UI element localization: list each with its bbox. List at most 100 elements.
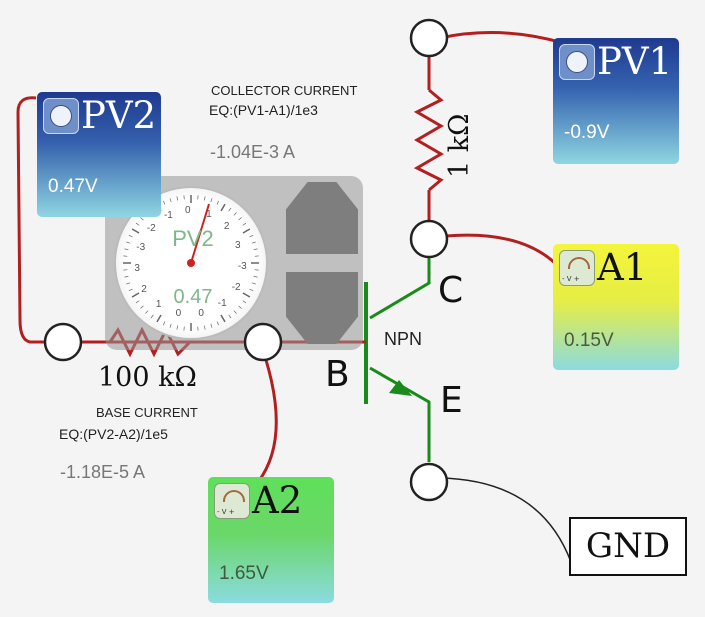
- dial-face: [123, 195, 259, 331]
- collector-current-equation: EQ:(PV1-A1)/1e3: [209, 102, 318, 118]
- wire-gnd: [439, 477, 572, 563]
- dial-tick: [251, 282, 256, 285]
- decrease-button[interactable]: [286, 272, 358, 344]
- voltmeter-icon: [559, 250, 595, 286]
- dial-tick: [128, 235, 133, 238]
- pv-source-icon: [43, 98, 79, 134]
- dial-tick: [169, 323, 172, 328]
- dial-tick: [228, 314, 232, 319]
- dial-tick: [242, 222, 247, 226]
- base-resistor-label: 100 kΩ: [98, 362, 197, 393]
- pv1-title: PV1: [597, 40, 673, 83]
- dial-tick-label: -1: [217, 298, 227, 310]
- a1-meter-block[interactable]: A1 0.15V: [553, 244, 679, 370]
- a2-meter-block[interactable]: A2 1.65V: [208, 477, 334, 603]
- emitter-arrow: [389, 380, 412, 396]
- increase-button[interactable]: [286, 182, 358, 254]
- dial-tick: [238, 305, 242, 309]
- dial-tick: [253, 248, 258, 251]
- base-current-heading: BASE CURRENT: [96, 405, 198, 420]
- collector-current-heading: COLLECTOR CURRENT: [211, 83, 358, 98]
- dial-tick-label: 3: [134, 263, 140, 275]
- pv2-source-block[interactable]: PV2 0.47V: [37, 92, 161, 217]
- dial-tick: [131, 228, 140, 234]
- dial-tick-label: 1: [206, 209, 212, 221]
- base-pin-label: B: [325, 354, 350, 395]
- collector-pin-label: C: [438, 270, 464, 311]
- base-current-equation: EQ:(PV2-A2)/1e5: [59, 426, 168, 442]
- dial-tick: [169, 198, 172, 203]
- dial-tick: [156, 314, 162, 323]
- dial-tick: [249, 288, 254, 291]
- dial-tick: [216, 200, 219, 205]
- dial-tick: [163, 200, 166, 205]
- voltmeter-icon: [214, 483, 250, 519]
- dial-title: PV2: [172, 226, 214, 251]
- dial-tick-label: 0: [175, 307, 182, 319]
- pv1-value: -0.9V: [564, 122, 610, 143]
- dial-tick: [251, 241, 256, 244]
- a2-value: 1.65V: [219, 563, 269, 584]
- wire-a2: [256, 359, 278, 483]
- dial-tick: [140, 305, 144, 309]
- dial-tick: [145, 310, 149, 314]
- a2-title: A2: [252, 479, 303, 522]
- dial-tick-label: -2: [146, 222, 156, 234]
- pv2-value: 0.47V: [48, 176, 98, 197]
- pv-source-icon: [559, 44, 595, 80]
- emitter-pin-label: E: [440, 380, 463, 421]
- dial-tick-label: 2: [141, 283, 147, 295]
- dial-tick: [220, 314, 226, 323]
- dial-tick: [249, 235, 254, 238]
- a1-title: A1: [597, 246, 648, 289]
- dial-tick-label: 1: [155, 299, 162, 311]
- dial-value: 0.47: [173, 286, 213, 308]
- dial-tick: [126, 241, 131, 244]
- dial-tick: [242, 300, 247, 304]
- dial-tick: [135, 300, 140, 304]
- dial-tick-label: -1: [163, 209, 173, 221]
- dial-tick: [242, 292, 251, 298]
- dial-tick: [203, 325, 206, 330]
- pv1-source-block[interactable]: PV1 -0.9V: [553, 38, 679, 164]
- a1-value: 0.15V: [564, 330, 614, 351]
- dial-tick: [163, 321, 166, 326]
- terminal-top[interactable]: [409, 18, 449, 58]
- dial-tick: [124, 248, 129, 251]
- gnd-block[interactable]: GND: [569, 517, 687, 576]
- pv2-title: PV2: [81, 94, 157, 137]
- dial-tick: [150, 314, 154, 319]
- dial-tick: [233, 310, 237, 314]
- dial-tick-label: 0: [184, 205, 191, 216]
- terminal-base-left[interactable]: [43, 322, 83, 362]
- dial-tick: [210, 198, 213, 203]
- dial-tick: [128, 288, 133, 291]
- dial-tick: [131, 292, 140, 298]
- wire-a1: [445, 233, 558, 266]
- wire-pv2: [16, 96, 46, 344]
- collector-current-reading: -1.04E-3 A: [210, 142, 296, 162]
- dial-tick: [216, 321, 219, 326]
- dial-tick: [176, 325, 179, 330]
- dial-tick-label: 0: [198, 307, 204, 319]
- dial-tick: [176, 196, 179, 201]
- dial-tick-label: 2: [223, 221, 230, 233]
- dial-tick: [238, 217, 242, 221]
- dial-tick: [124, 275, 129, 278]
- dial-tick-label: -3: [136, 241, 146, 253]
- dial-tick: [228, 207, 232, 212]
- dial-tick: [126, 282, 131, 285]
- terminal-collector[interactable]: [409, 219, 449, 259]
- wire-pv1: [439, 31, 564, 45]
- dial-needle: [190, 203, 210, 264]
- wire-emitter-green: [369, 366, 431, 462]
- dial-hub: [187, 259, 195, 267]
- dial-tick-label: -3: [237, 261, 247, 273]
- terminal-emitter[interactable]: [409, 462, 449, 502]
- dial-tick: [233, 212, 237, 216]
- dial-tick-label: 3: [235, 239, 241, 251]
- dial-tick: [135, 222, 140, 226]
- dial-tick: [242, 228, 251, 234]
- dial-tick: [210, 323, 213, 328]
- dial-tick-label: -2: [231, 281, 241, 293]
